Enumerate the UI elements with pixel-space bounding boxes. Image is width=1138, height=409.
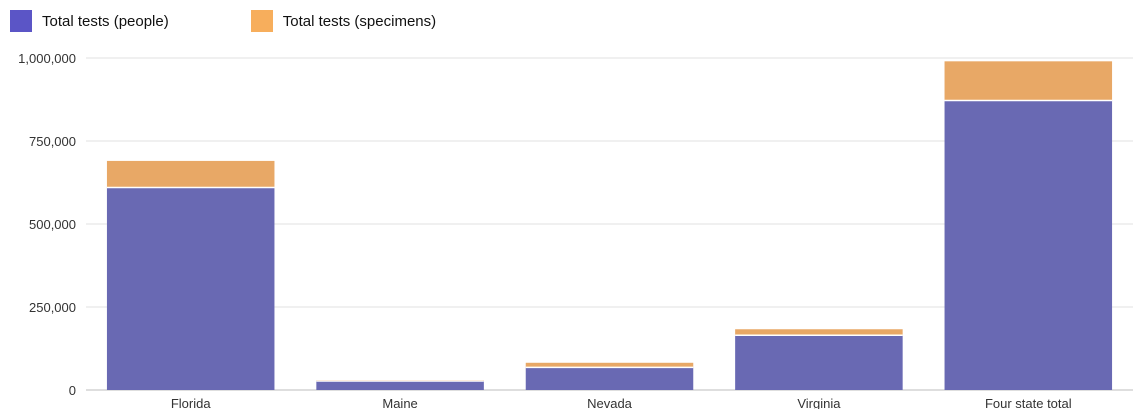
bar-people[interactable] xyxy=(944,100,1113,390)
bar-specimens[interactable] xyxy=(106,160,275,188)
x-tick-label: Florida xyxy=(171,396,212,409)
x-tick-label: Four state total xyxy=(985,396,1072,409)
y-tick-label: 250,000 xyxy=(29,300,76,315)
y-tick-label: 500,000 xyxy=(29,217,76,232)
bar-specimens[interactable] xyxy=(944,61,1113,101)
y-tick-label: 750,000 xyxy=(29,134,76,149)
bar-specimens[interactable] xyxy=(735,329,903,336)
legend-item-specimens[interactable]: Total tests (specimens) xyxy=(250,10,437,32)
legend: Total tests (people) Total tests (specim… xyxy=(10,10,518,32)
legend-swatch-specimens xyxy=(250,10,273,32)
legend-item-people[interactable]: Total tests (people) xyxy=(10,10,169,32)
y-tick-label: 1,000,000 xyxy=(18,51,76,66)
x-tick-label: Maine xyxy=(382,396,417,409)
bar-people[interactable] xyxy=(525,367,694,390)
y-tick-label: 0 xyxy=(69,383,76,398)
x-tick-label: Virginia xyxy=(797,396,841,409)
bar-people[interactable] xyxy=(106,187,275,390)
x-tick-label: Nevada xyxy=(587,396,633,409)
bar-people[interactable] xyxy=(735,335,903,390)
bar-specimens[interactable] xyxy=(525,362,694,368)
legend-label-people: Total tests (people) xyxy=(42,12,169,30)
bar-people[interactable] xyxy=(316,381,484,390)
legend-label-specimens: Total tests (specimens) xyxy=(282,12,437,30)
legend-swatch-people xyxy=(10,10,32,32)
